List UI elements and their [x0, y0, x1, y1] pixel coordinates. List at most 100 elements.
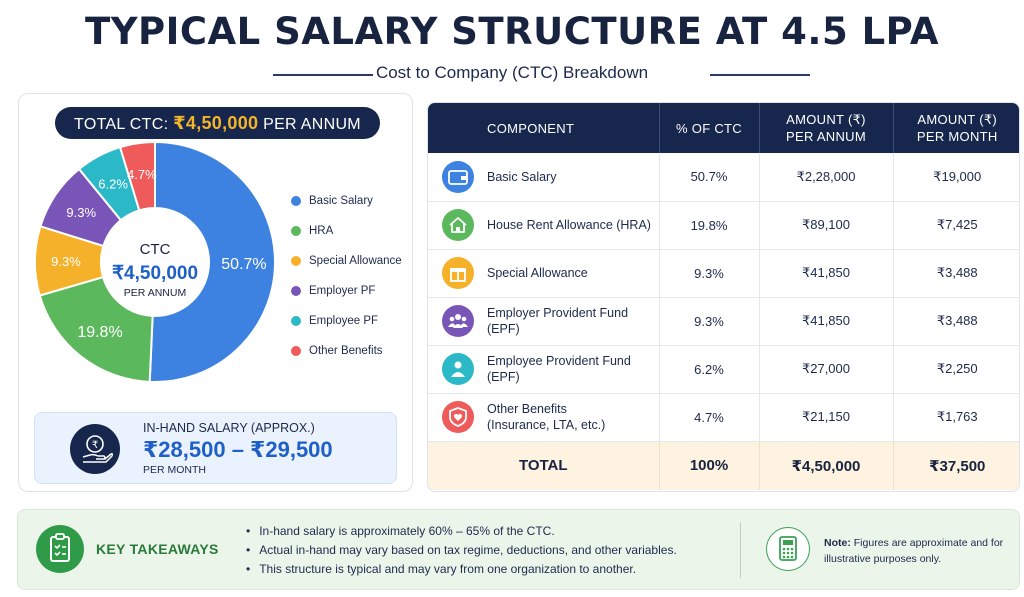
legend-label: Special Allowance	[309, 255, 402, 267]
component-name: Employee Provident Fund (EPF)	[487, 353, 631, 385]
component-name-line1: Employee Provident Fund	[487, 354, 631, 368]
component-name-line1: Basic Salary	[487, 169, 557, 184]
total-ctc-suffix: PER ANNUM	[263, 116, 361, 133]
pct-cell: 6.2%	[659, 345, 760, 393]
component-name: Employer Provident Fund (EPF)	[487, 305, 628, 337]
legend-label: HRA	[309, 225, 334, 237]
header-monthly-line2: PER MONTH	[916, 129, 998, 144]
clipboard-icon	[36, 525, 84, 573]
legend-swatch	[291, 316, 301, 326]
component-name: Other Benefits (Insurance, LTA, etc.)	[487, 401, 605, 433]
total-ctc-banner: TOTAL CTC: ₹4,50,000 PER ANNUM	[55, 107, 380, 139]
monthly-cell: ₹2,250	[936, 361, 978, 376]
svg-text:₹: ₹	[92, 440, 98, 451]
component-name-line1: House Rent Allowance (HRA)	[487, 218, 651, 232]
table-row: House Rent Allowance (HRA) 19.8% ₹89,100 ₹7…	[428, 201, 1019, 249]
table-row: Special Allowance 9.3% ₹41,850 ₹3,488	[428, 249, 1019, 297]
slice-label: 19.8%	[77, 324, 122, 341]
in-hand-label: IN-HAND SALARY (APPROX.)	[143, 421, 315, 435]
legend-item: Basic Salary	[291, 186, 402, 216]
annual-cell: ₹89,100	[759, 201, 894, 249]
total-annual: ₹4,50,000	[759, 441, 894, 490]
people-icon	[442, 305, 474, 337]
takeaway-item: In-hand salary is approximately 60% – 65…	[246, 522, 677, 541]
ctc-chart-panel: TOTAL CTC: ₹4,50,000 PER ANNUM CTC ₹4,50…	[18, 93, 413, 492]
component-name: House Rent Allowance (HRA)	[487, 217, 651, 233]
table-header-row: COMPONENT % OF CTC AMOUNT (₹) PER ANNUM A…	[428, 103, 1019, 153]
gift-icon	[442, 257, 474, 289]
subtitle-row: Cost to Company (CTC) Breakdown	[0, 63, 1024, 87]
header-monthly: AMOUNT (₹) PER MONTH	[893, 103, 1019, 153]
component-cell: Employee Provident Fund (EPF)	[428, 345, 660, 393]
takeaway-item: This structure is typical and may vary f…	[246, 560, 677, 579]
component-name-line2: (EPF)	[487, 370, 520, 384]
header-annual: AMOUNT (₹) PER ANNUM	[759, 103, 894, 153]
legend-swatch	[291, 196, 301, 206]
table-row: Employer Provident Fund (EPF) 9.3% ₹41,850 ₹…	[428, 297, 1019, 345]
legend-item: HRA	[291, 216, 402, 246]
takeaways-list: In-hand salary is approximately 60% – 65…	[246, 522, 677, 579]
component-name-line1: Other Benefits	[487, 402, 567, 416]
note-label: Note:	[824, 537, 851, 549]
legend-label: Basic Salary	[309, 195, 373, 207]
component-name-line1: Special Allowance	[487, 266, 588, 280]
component-name-line2: (Insurance, LTA, etc.)	[487, 418, 606, 432]
total-pct: 100%	[659, 441, 760, 490]
page-title: TYPICAL SALARY STRUCTURE AT 4.5 LPA	[84, 10, 940, 53]
slice-label: 6.2%	[98, 176, 128, 191]
table-row: Basic Salary 50.7% ₹2,28,000 ₹19,000	[428, 153, 1019, 201]
rupee-hand-icon: ₹	[70, 424, 120, 474]
pct-cell: 4.7%	[659, 393, 760, 441]
donut-center-label: CTC	[140, 241, 171, 258]
component-cell: Special Allowance	[428, 249, 660, 297]
slice-label: 9.3%	[66, 205, 96, 220]
in-hand-salary-card: ₹ IN-HAND SALARY (APPROX.) ₹28,500 – ₹29…	[34, 412, 397, 484]
legend-swatch	[291, 256, 301, 266]
key-takeaways-panel: KEY TAKEAWAYS In-hand salary is approxim…	[17, 509, 1020, 590]
donut-center-amount: ₹4,50,000	[112, 263, 198, 284]
total-ctc-label: TOTAL CTC:	[74, 116, 169, 133]
total-ctc-amount: ₹4,50,000	[173, 113, 259, 133]
monthly-cell: ₹3,488	[936, 265, 978, 280]
takeaway-item: Actual in-hand may vary based on tax reg…	[246, 541, 677, 560]
header-monthly-line1: AMOUNT (₹)	[917, 112, 998, 127]
subtitle-left-rule	[273, 74, 373, 76]
monthly-cell: ₹1,763	[936, 409, 978, 424]
legend-swatch	[291, 346, 301, 356]
legend-label: Employee PF	[309, 315, 379, 327]
disclaimer-note: Note: Figures are approximate and for il…	[824, 535, 1014, 567]
total-monthly: ₹37,500	[929, 457, 986, 475]
annual-cell: ₹41,850	[759, 249, 894, 297]
in-hand-sub: PER MONTH	[143, 464, 206, 476]
legend-item: Other Benefits	[291, 336, 402, 366]
total-label: TOTAL	[428, 441, 660, 490]
page-subtitle: Cost to Company (CTC) Breakdown	[375, 63, 649, 82]
table-row: Employee Provident Fund (EPF) 6.2% ₹27,000 ₹…	[428, 345, 1019, 393]
legend-item: Employee PF	[291, 306, 402, 336]
header-annual-line2: PER ANNUM	[786, 129, 866, 144]
pct-cell: 9.3%	[659, 297, 760, 345]
pct-cell: 9.3%	[659, 249, 760, 297]
legend-item: Employer PF	[291, 276, 402, 306]
legend-swatch	[291, 226, 301, 236]
monthly-cell: ₹7,425	[936, 217, 978, 232]
component-cell: Basic Salary	[428, 153, 660, 201]
wallet-icon	[442, 160, 474, 193]
annual-cell: ₹41,850	[759, 297, 894, 345]
header-pct: % OF CTC	[659, 103, 760, 153]
monthly-cell: ₹19,000	[933, 168, 982, 184]
donut-hole	[101, 208, 209, 316]
annual-cell: ₹21,150	[759, 393, 894, 441]
monthly-cell: ₹3,488	[936, 313, 978, 328]
shield-heart-icon	[442, 401, 474, 433]
component-cell: House Rent Allowance (HRA)	[428, 201, 660, 249]
salary-table: COMPONENT % OF CTC AMOUNT (₹) PER ANNUM A…	[427, 102, 1020, 492]
person-icon	[442, 353, 474, 385]
component-name-line1: Employer Provident Fund	[487, 306, 629, 320]
component-cell: Other Benefits (Insurance, LTA, etc.)	[428, 393, 660, 441]
legend-label: Employer PF	[309, 285, 376, 297]
legend-swatch	[291, 286, 301, 296]
in-hand-value: ₹28,500 – ₹29,500	[143, 437, 333, 462]
note-text: Figures are approximate and for illustra…	[824, 537, 1004, 565]
header-annual-line1: AMOUNT (₹)	[786, 112, 866, 127]
